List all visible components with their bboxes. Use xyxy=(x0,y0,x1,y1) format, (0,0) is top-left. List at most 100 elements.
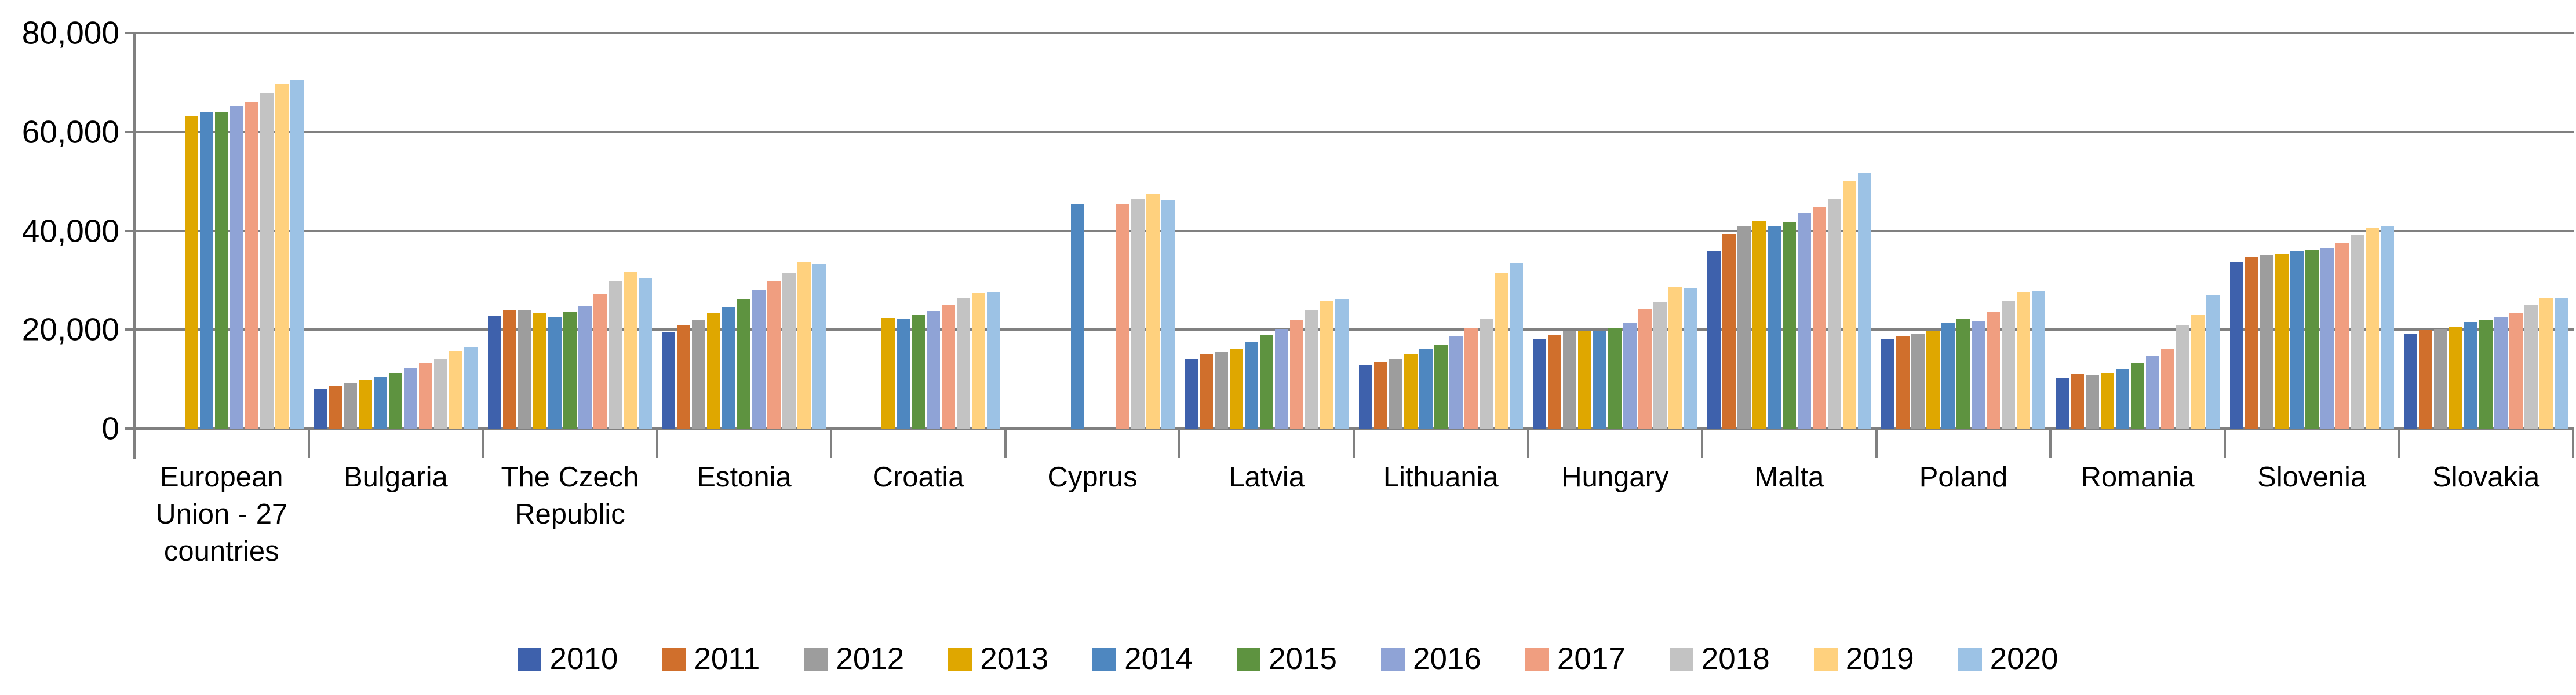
legend-swatch xyxy=(518,647,542,671)
bar xyxy=(2350,235,2364,429)
legend-label: 2010 xyxy=(549,642,618,676)
bar xyxy=(927,311,941,429)
bar xyxy=(578,306,592,429)
bar xyxy=(1215,352,1229,429)
bar xyxy=(290,80,304,429)
bar xyxy=(623,272,637,429)
legend-item: 2016 xyxy=(1380,642,1481,676)
category-label: Croatia xyxy=(831,459,1005,496)
x-axis-labels: European Union - 27 countries Bulgaria The… xyxy=(134,459,2573,632)
gridline xyxy=(125,130,2574,133)
category-label: Hungary xyxy=(1528,459,1703,496)
bar xyxy=(2101,373,2115,429)
bar xyxy=(1956,319,1970,429)
bar xyxy=(1533,339,1547,429)
bar xyxy=(1146,194,1160,429)
bar xyxy=(957,298,971,429)
category-label-text: Poland xyxy=(1919,462,2008,493)
category-label: Latvia xyxy=(1179,459,1354,496)
category-label: Malta xyxy=(1702,459,1877,496)
bar xyxy=(1200,354,1214,429)
category-label: European Union - 27 countries xyxy=(134,459,309,570)
legend-swatch xyxy=(662,647,686,671)
bar xyxy=(1245,342,1259,429)
x-axis-tick xyxy=(1526,429,1529,458)
category-label: Bulgaria xyxy=(309,459,483,496)
bar xyxy=(1578,331,1592,429)
bar xyxy=(1797,213,1811,429)
legend-label: 2018 xyxy=(1701,642,1770,676)
legend-item: 2018 xyxy=(1669,642,1770,676)
legend-item: 2014 xyxy=(1092,642,1193,676)
bar-group xyxy=(1179,33,1354,429)
bar xyxy=(2404,334,2418,429)
bar xyxy=(2524,305,2538,429)
category-label-text: Slovenia xyxy=(2257,462,2367,493)
bar xyxy=(359,380,373,429)
bar xyxy=(2449,327,2463,429)
bar xyxy=(1911,334,1925,429)
bar xyxy=(1494,273,1508,429)
bar-group xyxy=(134,33,309,429)
bar xyxy=(1389,359,1402,429)
bar xyxy=(434,359,448,429)
y-tick-label: 40,000 xyxy=(21,213,119,248)
bar xyxy=(1737,226,1751,429)
bar xyxy=(1842,181,1856,429)
bar xyxy=(2131,363,2145,429)
category-label: The Czech Republic xyxy=(483,459,657,533)
bar xyxy=(184,116,198,429)
bar xyxy=(2146,356,2160,429)
bar xyxy=(199,112,213,429)
bar-group xyxy=(1702,33,1877,429)
bar xyxy=(1608,328,1622,429)
bar xyxy=(2071,374,2085,429)
bar xyxy=(2056,378,2069,429)
bar xyxy=(563,312,577,429)
bar xyxy=(942,305,956,429)
y-tick-label: 60,000 xyxy=(21,114,119,150)
bar xyxy=(1116,204,1129,429)
bar xyxy=(214,112,228,429)
bar xyxy=(1722,234,1736,429)
x-axis-tick xyxy=(2572,429,2574,458)
bar xyxy=(2380,226,2394,429)
x-axis-tick xyxy=(133,429,136,458)
bar xyxy=(2290,251,2304,429)
bar xyxy=(1593,331,1607,429)
bar xyxy=(2191,315,2205,429)
bar xyxy=(1131,199,1145,429)
bar-group xyxy=(657,33,832,429)
gridline xyxy=(125,328,2574,331)
category-label: Slovakia xyxy=(2399,459,2573,496)
bar xyxy=(2086,375,2100,429)
bar xyxy=(548,317,562,429)
bar xyxy=(229,106,243,429)
bar-group xyxy=(2050,33,2225,429)
bar xyxy=(1358,365,1372,429)
bar xyxy=(737,299,751,429)
bar xyxy=(1752,221,1766,429)
bar xyxy=(638,278,652,429)
bar xyxy=(1479,319,1493,429)
bar xyxy=(593,294,607,429)
bar xyxy=(812,264,826,429)
bar xyxy=(2206,295,2220,429)
bar-group xyxy=(1877,33,2051,429)
x-axis-tick xyxy=(482,429,484,458)
bar xyxy=(2275,254,2289,429)
bar xyxy=(1290,320,1304,429)
bar-group xyxy=(309,33,483,429)
bar-group xyxy=(2225,33,2399,429)
bar xyxy=(987,292,1001,429)
bar xyxy=(2305,250,2319,429)
bar xyxy=(245,102,258,429)
x-axis-tick xyxy=(1875,429,1878,458)
bar xyxy=(1684,288,1697,429)
legend-item: 2020 xyxy=(1958,642,2058,676)
bar xyxy=(487,316,501,429)
category-label-text: Latvia xyxy=(1229,462,1305,493)
bar xyxy=(1320,301,1334,429)
legend-swatch xyxy=(1237,647,1261,671)
